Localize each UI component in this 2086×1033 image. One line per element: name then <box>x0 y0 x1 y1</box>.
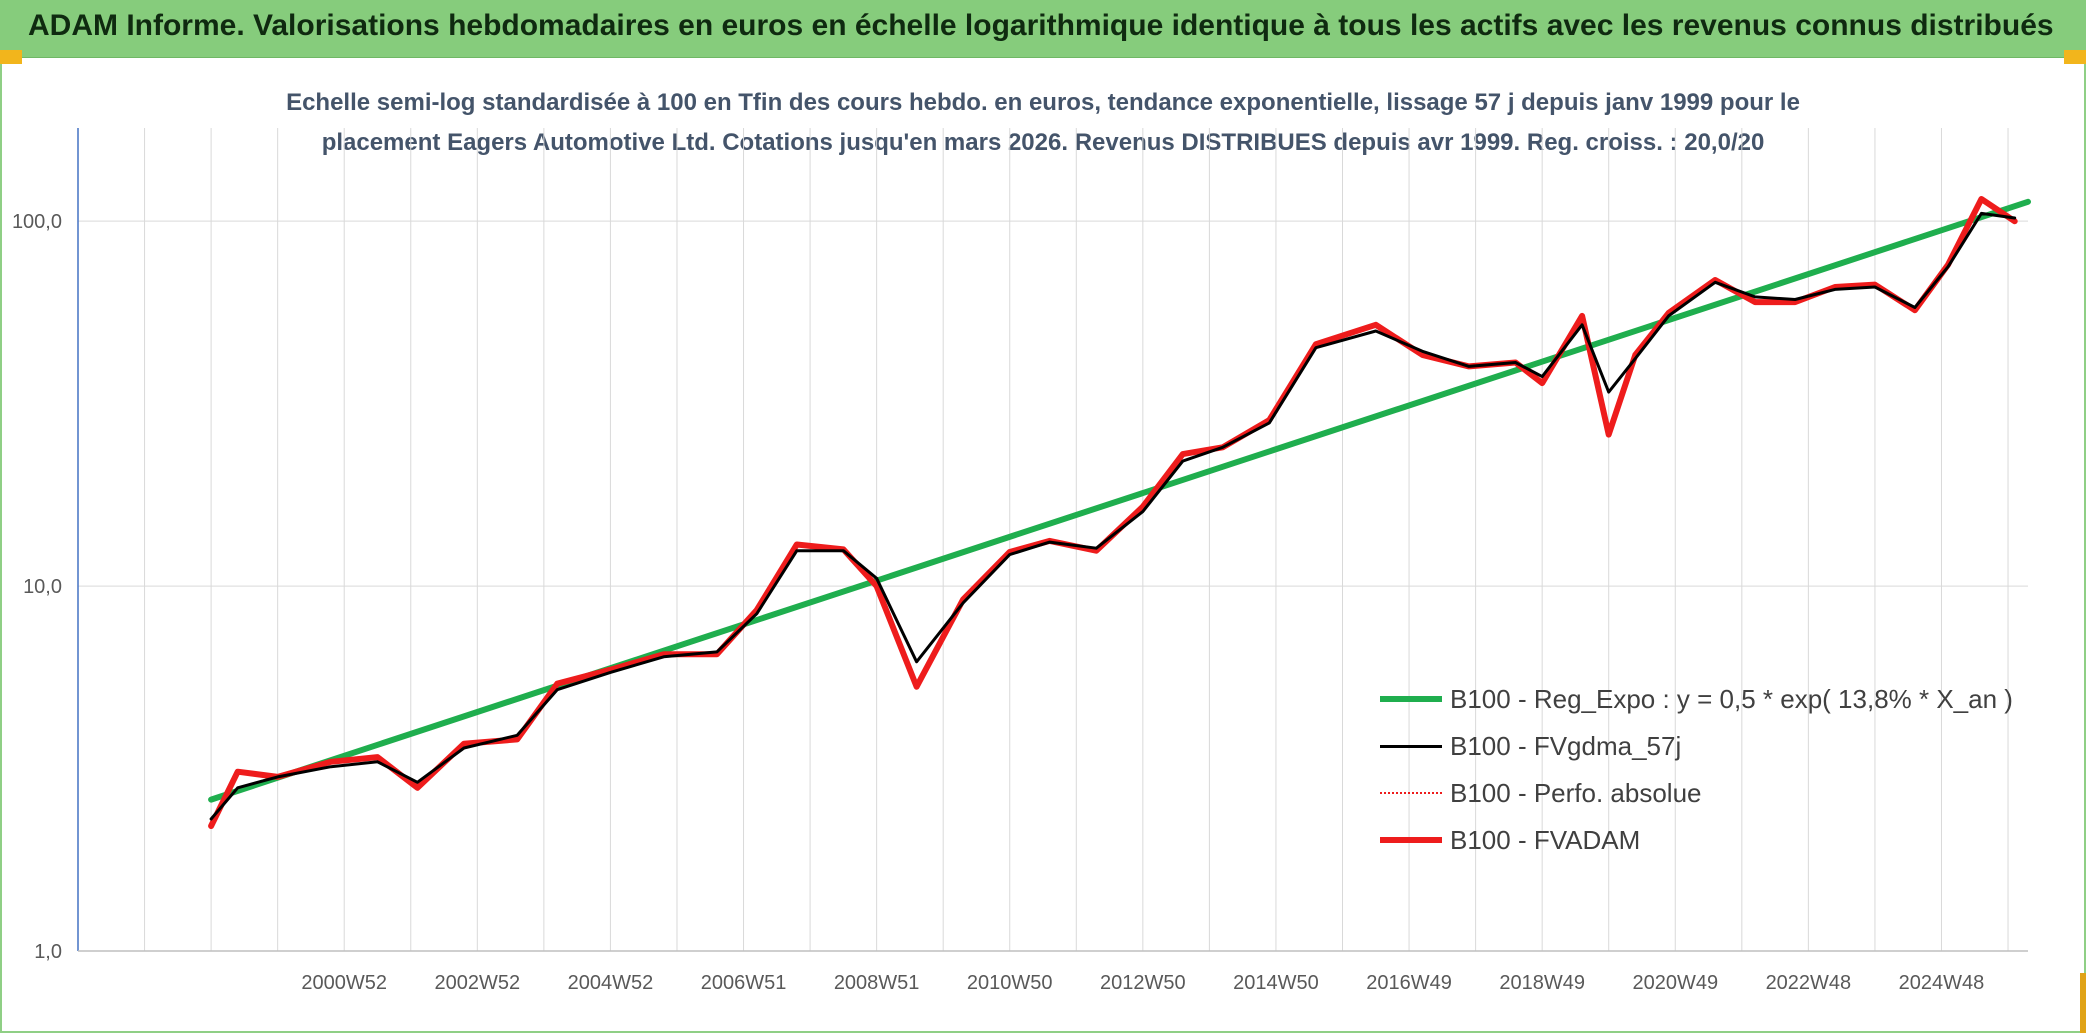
report-banner: ADAM Informe. Valorisations hebdomadaire… <box>0 0 2086 58</box>
x-tick-label: 2006W51 <box>701 972 787 994</box>
tick-labels: 1,0 10,0 100,0 2000W52 2002W52 2004W52 2006W51… <box>12 211 1984 994</box>
chart-subtitle-line-1: Echelle semi-log standardisée à 100 en T… <box>286 89 1800 116</box>
chart-plot: 1,0 10,0 100,0 2000W52 2002W52 2004W52 2006W51… <box>12 128 2031 994</box>
legend-swatch-regression <box>1380 696 1442 702</box>
legend-label-fvadam: B100 - FVADAM <box>1450 825 1641 855</box>
x-tick-label: 2004W52 <box>568 972 654 994</box>
report-title: ADAM Informe. Valorisations hebdomadaire… <box>28 9 2054 42</box>
x-tick-label: 2012W50 <box>1100 972 1186 994</box>
corner-marker-right <box>2064 50 2086 64</box>
legend-swatch-perfo <box>1380 792 1442 794</box>
series-lines <box>208 196 2031 829</box>
x-tick-label: 2020W49 <box>1632 972 1718 994</box>
x-tick-label: 2016W49 <box>1366 972 1452 994</box>
x-tick-label: 2018W49 <box>1499 972 1585 994</box>
x-tick-label: 2010W50 <box>967 972 1053 994</box>
legend-label-perfo: B100 - Perfo. absolue <box>1450 778 1702 808</box>
x-tick-label: 2014W50 <box>1233 972 1319 994</box>
y-tick-label: 1,0 <box>34 941 62 963</box>
corner-marker-bottom <box>2080 973 2086 1033</box>
chart-subtitle-line-2: placement Eagers Automotive Ltd. Cotatio… <box>321 129 1765 156</box>
x-tick-label: 2008W51 <box>834 972 920 994</box>
legend-swatch-fvadam <box>1380 837 1442 843</box>
x-tick-label: 2024W48 <box>1899 972 1985 994</box>
y-tick-label: 100,0 <box>12 211 62 233</box>
corner-marker-left <box>0 50 22 64</box>
axes <box>77 128 2028 952</box>
series-line-0 <box>208 198 2031 803</box>
legend-label-fvgdma: B100 - FVgdma_57j <box>1450 731 1682 761</box>
series-line-1 <box>209 211 2017 821</box>
x-tick-label: 2022W48 <box>1766 972 1852 994</box>
x-tick-label: 2002W52 <box>435 972 521 994</box>
y-tick-label: 10,0 <box>23 576 62 598</box>
legend-label-regression: B100 - Reg_Expo : y = 0,5 * exp( 13,8% *… <box>1450 684 2013 714</box>
x-tick-label: 2000W52 <box>301 972 387 994</box>
series-line-3 <box>208 196 2018 829</box>
legend-swatch-fvgdma <box>1380 745 1442 748</box>
